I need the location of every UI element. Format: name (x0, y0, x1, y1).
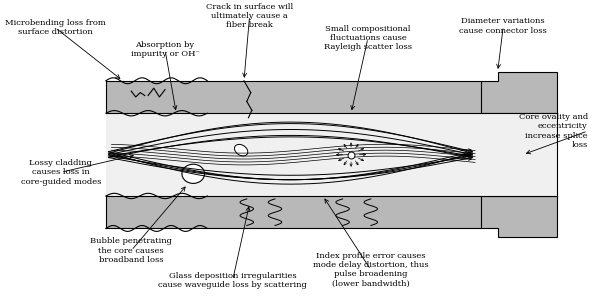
Polygon shape (481, 113, 557, 196)
Text: Index profile error causes
mode delay distortion, thus
pulse broadening
(lower b: Index profile error causes mode delay di… (313, 252, 429, 288)
Polygon shape (481, 196, 557, 237)
Text: Small compositional
fluctuations cause
Rayleigh scatter loss: Small compositional fluctuations cause R… (324, 25, 412, 51)
Text: Glass deposition irregularities
cause waveguide loss by scattering: Glass deposition irregularities cause wa… (158, 271, 307, 289)
Polygon shape (481, 72, 557, 113)
Text: Bubble penetrating
the core causes
broadband loss: Bubble penetrating the core causes broad… (90, 238, 172, 264)
Ellipse shape (235, 145, 248, 156)
Polygon shape (106, 113, 481, 196)
Ellipse shape (182, 164, 205, 183)
Text: Diameter variations
cause connector loss: Diameter variations cause connector loss (460, 18, 547, 35)
Text: Microbending loss from
surface distortion: Microbending loss from surface distortio… (5, 19, 106, 36)
Text: Core ovality and
eccentricity
increase splice
loss: Core ovality and eccentricity increase s… (519, 113, 588, 149)
Polygon shape (106, 81, 481, 113)
Text: Absorption by
impurity or OH⁻: Absorption by impurity or OH⁻ (131, 41, 199, 58)
Polygon shape (106, 196, 481, 228)
Text: Crack in surface will
ultimately cause a
fiber break: Crack in surface will ultimately cause a… (206, 2, 293, 29)
Text: Lossy cladding
causes loss in
core-guided modes: Lossy cladding causes loss in core-guide… (20, 159, 101, 185)
